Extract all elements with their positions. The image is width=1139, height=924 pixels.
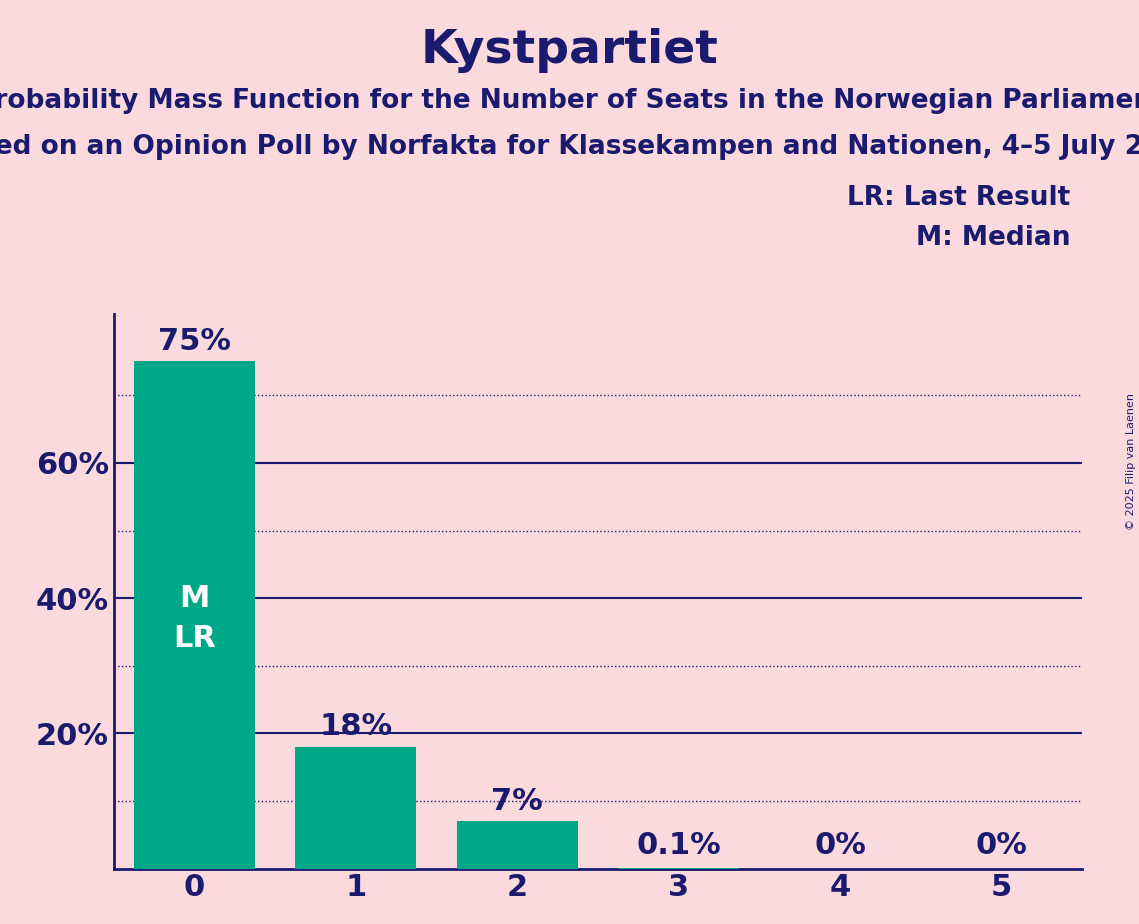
Text: 0%: 0%	[814, 832, 866, 860]
Text: 18%: 18%	[319, 712, 393, 741]
Text: M: Median: M: Median	[916, 225, 1071, 250]
Text: Probability Mass Function for the Number of Seats in the Norwegian Parliament: Probability Mass Function for the Number…	[0, 88, 1139, 114]
Text: 0.1%: 0.1%	[637, 832, 721, 860]
Text: 75%: 75%	[158, 327, 231, 356]
Bar	[295, 747, 417, 869]
Text: LR: Last Result: LR: Last Result	[847, 185, 1071, 211]
Text: 7%: 7%	[491, 787, 543, 816]
Bar	[457, 821, 577, 869]
Text: Based on an Opinion Poll by Norfakta for Klassekampen and Nationen, 4–5 July 202: Based on an Opinion Poll by Norfakta for…	[0, 134, 1139, 160]
Text: Kystpartiet: Kystpartiet	[420, 28, 719, 73]
Text: © 2025 Filip van Laenen: © 2025 Filip van Laenen	[1126, 394, 1136, 530]
Text: M
LR: M LR	[173, 584, 216, 653]
Text: 0%: 0%	[975, 832, 1027, 860]
Bar	[134, 361, 255, 869]
